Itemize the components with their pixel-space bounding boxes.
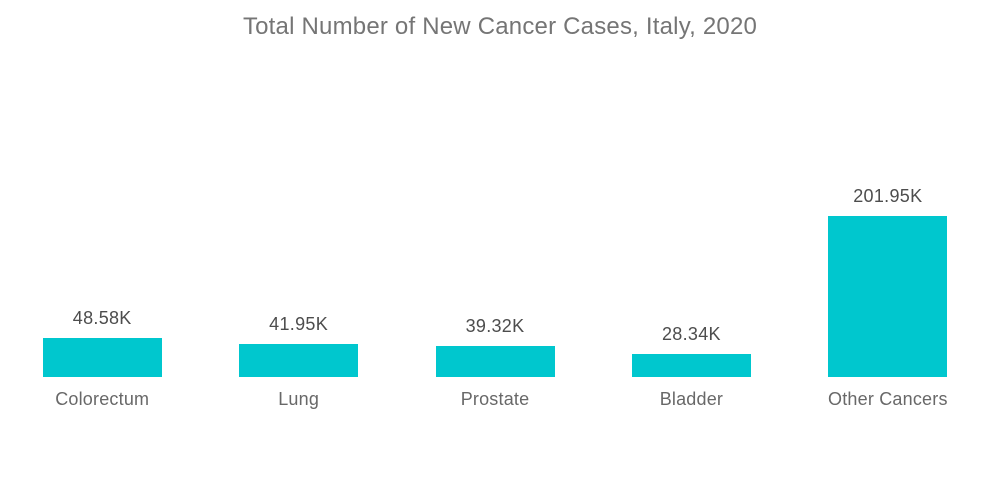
category-label-other-cancers: Other Cancers (828, 389, 948, 409)
bar-value-label: 39.32K (465, 315, 525, 336)
bar-value-label: 41.95K (269, 313, 329, 334)
bar-bladder (631, 354, 751, 377)
bar-value-label: 201.95K (853, 186, 923, 206)
chart-title: Total Number of New Cancer Cases, Italy,… (242, 13, 758, 40)
category-label-prostate: Prostate (460, 389, 530, 409)
category-label-bladder: Bladder (659, 389, 724, 409)
category-label-colorectum: Colorectum (55, 389, 150, 409)
bar-value-label: 48.58K (72, 308, 132, 329)
bar-prostate (435, 345, 555, 377)
bar-group-lung: 41.95K (200, 314, 396, 377)
bar-other-cancers (828, 216, 948, 377)
category-label-lung: Lung (278, 389, 320, 409)
bar-group-other-cancers: 201.95K (790, 186, 986, 377)
bar-lung (239, 343, 359, 377)
bar-value-label: 28.34K (661, 324, 721, 345)
plot-area: 48.58K 41.95K 39.32K 28.34K 201.95K (4, 0, 986, 377)
category-axis: Colorectum Lung Prostate Bladder Other C… (4, 377, 986, 410)
bar-group-bladder: 28.34K (593, 324, 789, 377)
bar-group-colorectum: 48.58K (4, 308, 200, 377)
bar-group-prostate: 39.32K (397, 316, 593, 377)
bar-colorectum (42, 338, 162, 377)
